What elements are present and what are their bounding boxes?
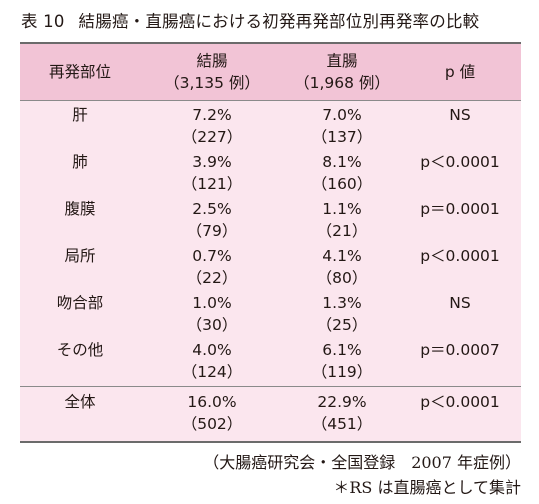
p-value: NS	[449, 106, 471, 124]
colon-percent: 0.7%	[192, 247, 232, 265]
row-site: 肺	[72, 153, 88, 171]
total-rectum-percent: 22.9%	[317, 393, 367, 411]
p-value: p＝0.0007	[420, 341, 500, 359]
colon-percent: 2.5%	[192, 200, 232, 218]
rectum-percent: 8.1%	[322, 153, 362, 171]
rectum-count: （119）	[311, 363, 373, 381]
colon-count: （124）	[181, 363, 243, 381]
colon-percent: 4.0%	[192, 341, 232, 359]
rectum-count: （137）	[311, 128, 373, 146]
colon-count: （30）	[186, 316, 238, 334]
header-site: 再発部位	[48, 63, 111, 81]
total-rectum-count: （451）	[311, 415, 373, 433]
table-number: 表 10	[21, 12, 65, 31]
rectum-count: （21）	[316, 222, 368, 240]
p-value: p＜0.0001	[420, 247, 500, 265]
header-divider	[20, 100, 521, 101]
table-title: 表 10 結腸癌・直腸癌における初発再発部位別再発率の比較	[18, 8, 479, 32]
header-rectum-n: （1,968 例）	[294, 74, 390, 92]
colon-count: （22）	[186, 269, 238, 287]
rectum-count: （160）	[311, 175, 373, 193]
header-p-value: p 値	[444, 63, 476, 81]
total-divider	[20, 386, 521, 387]
rectum-percent: 7.0%	[322, 106, 362, 124]
source-footnote: （大腸癌研究会・全国登録 2007 年症例）	[203, 453, 521, 472]
rectum-count: （80）	[316, 269, 368, 287]
table-caption: 結腸癌・直腸癌における初発再発部位別再発率の比較	[78, 12, 480, 31]
total-colon-count: （502）	[181, 415, 243, 433]
recurrence-table: 再発部位 結腸 （3,135 例） 直腸 （1,968 例） p 値 肝 7.2…	[20, 42, 521, 443]
row-site: その他	[56, 341, 104, 359]
p-value: NS	[449, 294, 471, 312]
colon-count: （121）	[181, 175, 243, 193]
total-site: 全体	[64, 393, 96, 411]
rs-footnote: ＊RS は直腸癌として集計	[333, 478, 521, 497]
header-rectum: 直腸	[326, 52, 358, 70]
header-colon: 結腸	[196, 52, 228, 70]
colon-count: （79）	[186, 222, 238, 240]
colon-percent: 3.9%	[192, 153, 232, 171]
colon-percent: 7.2%	[192, 106, 232, 124]
rectum-count: （25）	[316, 316, 368, 334]
rectum-percent: 6.1%	[322, 341, 362, 359]
rectum-percent: 1.3%	[322, 294, 362, 312]
row-site: 吻合部	[56, 294, 104, 312]
rectum-percent: 1.1%	[322, 200, 362, 218]
p-value: p＜0.0001	[420, 153, 500, 171]
row-site: 肝	[72, 106, 88, 124]
total-p-value: p＜0.0001	[420, 393, 500, 411]
colon-count: （227）	[181, 128, 243, 146]
row-site: 局所	[64, 247, 96, 265]
total-colon-percent: 16.0%	[187, 393, 237, 411]
table-header	[20, 44, 521, 100]
header-colon-n: （3,135 例）	[164, 74, 260, 92]
p-value: p＝0.0001	[420, 200, 500, 218]
row-site: 腹膜	[64, 200, 96, 218]
colon-percent: 1.0%	[192, 294, 232, 312]
rectum-percent: 4.1%	[322, 247, 362, 265]
